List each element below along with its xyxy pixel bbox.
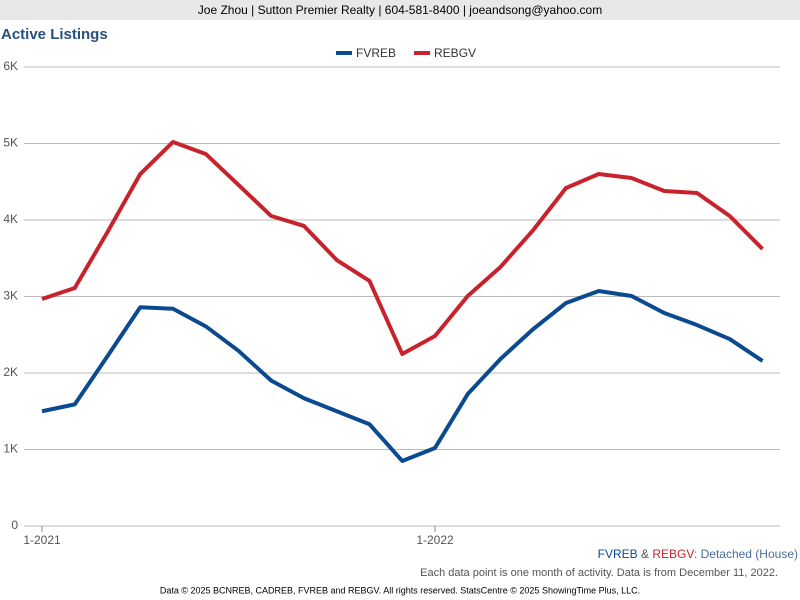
x-tick-label: 1-2022 [416, 533, 454, 547]
header-bar [0, 0, 800, 20]
source-label: FVREB & REBGV: Detached (House) [598, 547, 798, 561]
legend-label: REBGV [434, 46, 476, 60]
header: Joe Zhou | Sutton Premier Realty | 604-5… [198, 3, 602, 17]
note: Each data point is one month of activity… [420, 567, 778, 579]
source-part: : Detached (House) [694, 547, 798, 561]
legend-label: FVREB [356, 46, 396, 60]
series-line [41, 139, 764, 357]
chart-title: Active Listings [1, 26, 108, 43]
y-tick-label: 6K [3, 59, 18, 73]
footer: Data © 2025 BCNREB, CADREB, FVREB and RE… [160, 585, 640, 595]
y-tick-label: 4K [3, 212, 18, 226]
y-tick-label: 0 [11, 518, 18, 532]
y-tick-label: 3K [3, 289, 18, 303]
y-tick-label: 5K [3, 136, 18, 150]
series-line [41, 288, 764, 463]
x-tick-label: 1-2021 [23, 533, 61, 547]
source-part: & [638, 547, 653, 561]
y-tick-label: 1K [3, 442, 18, 456]
source-part: REBGV [652, 547, 694, 561]
source-part: FVREB [598, 547, 638, 561]
y-tick-label: 2K [3, 365, 18, 379]
